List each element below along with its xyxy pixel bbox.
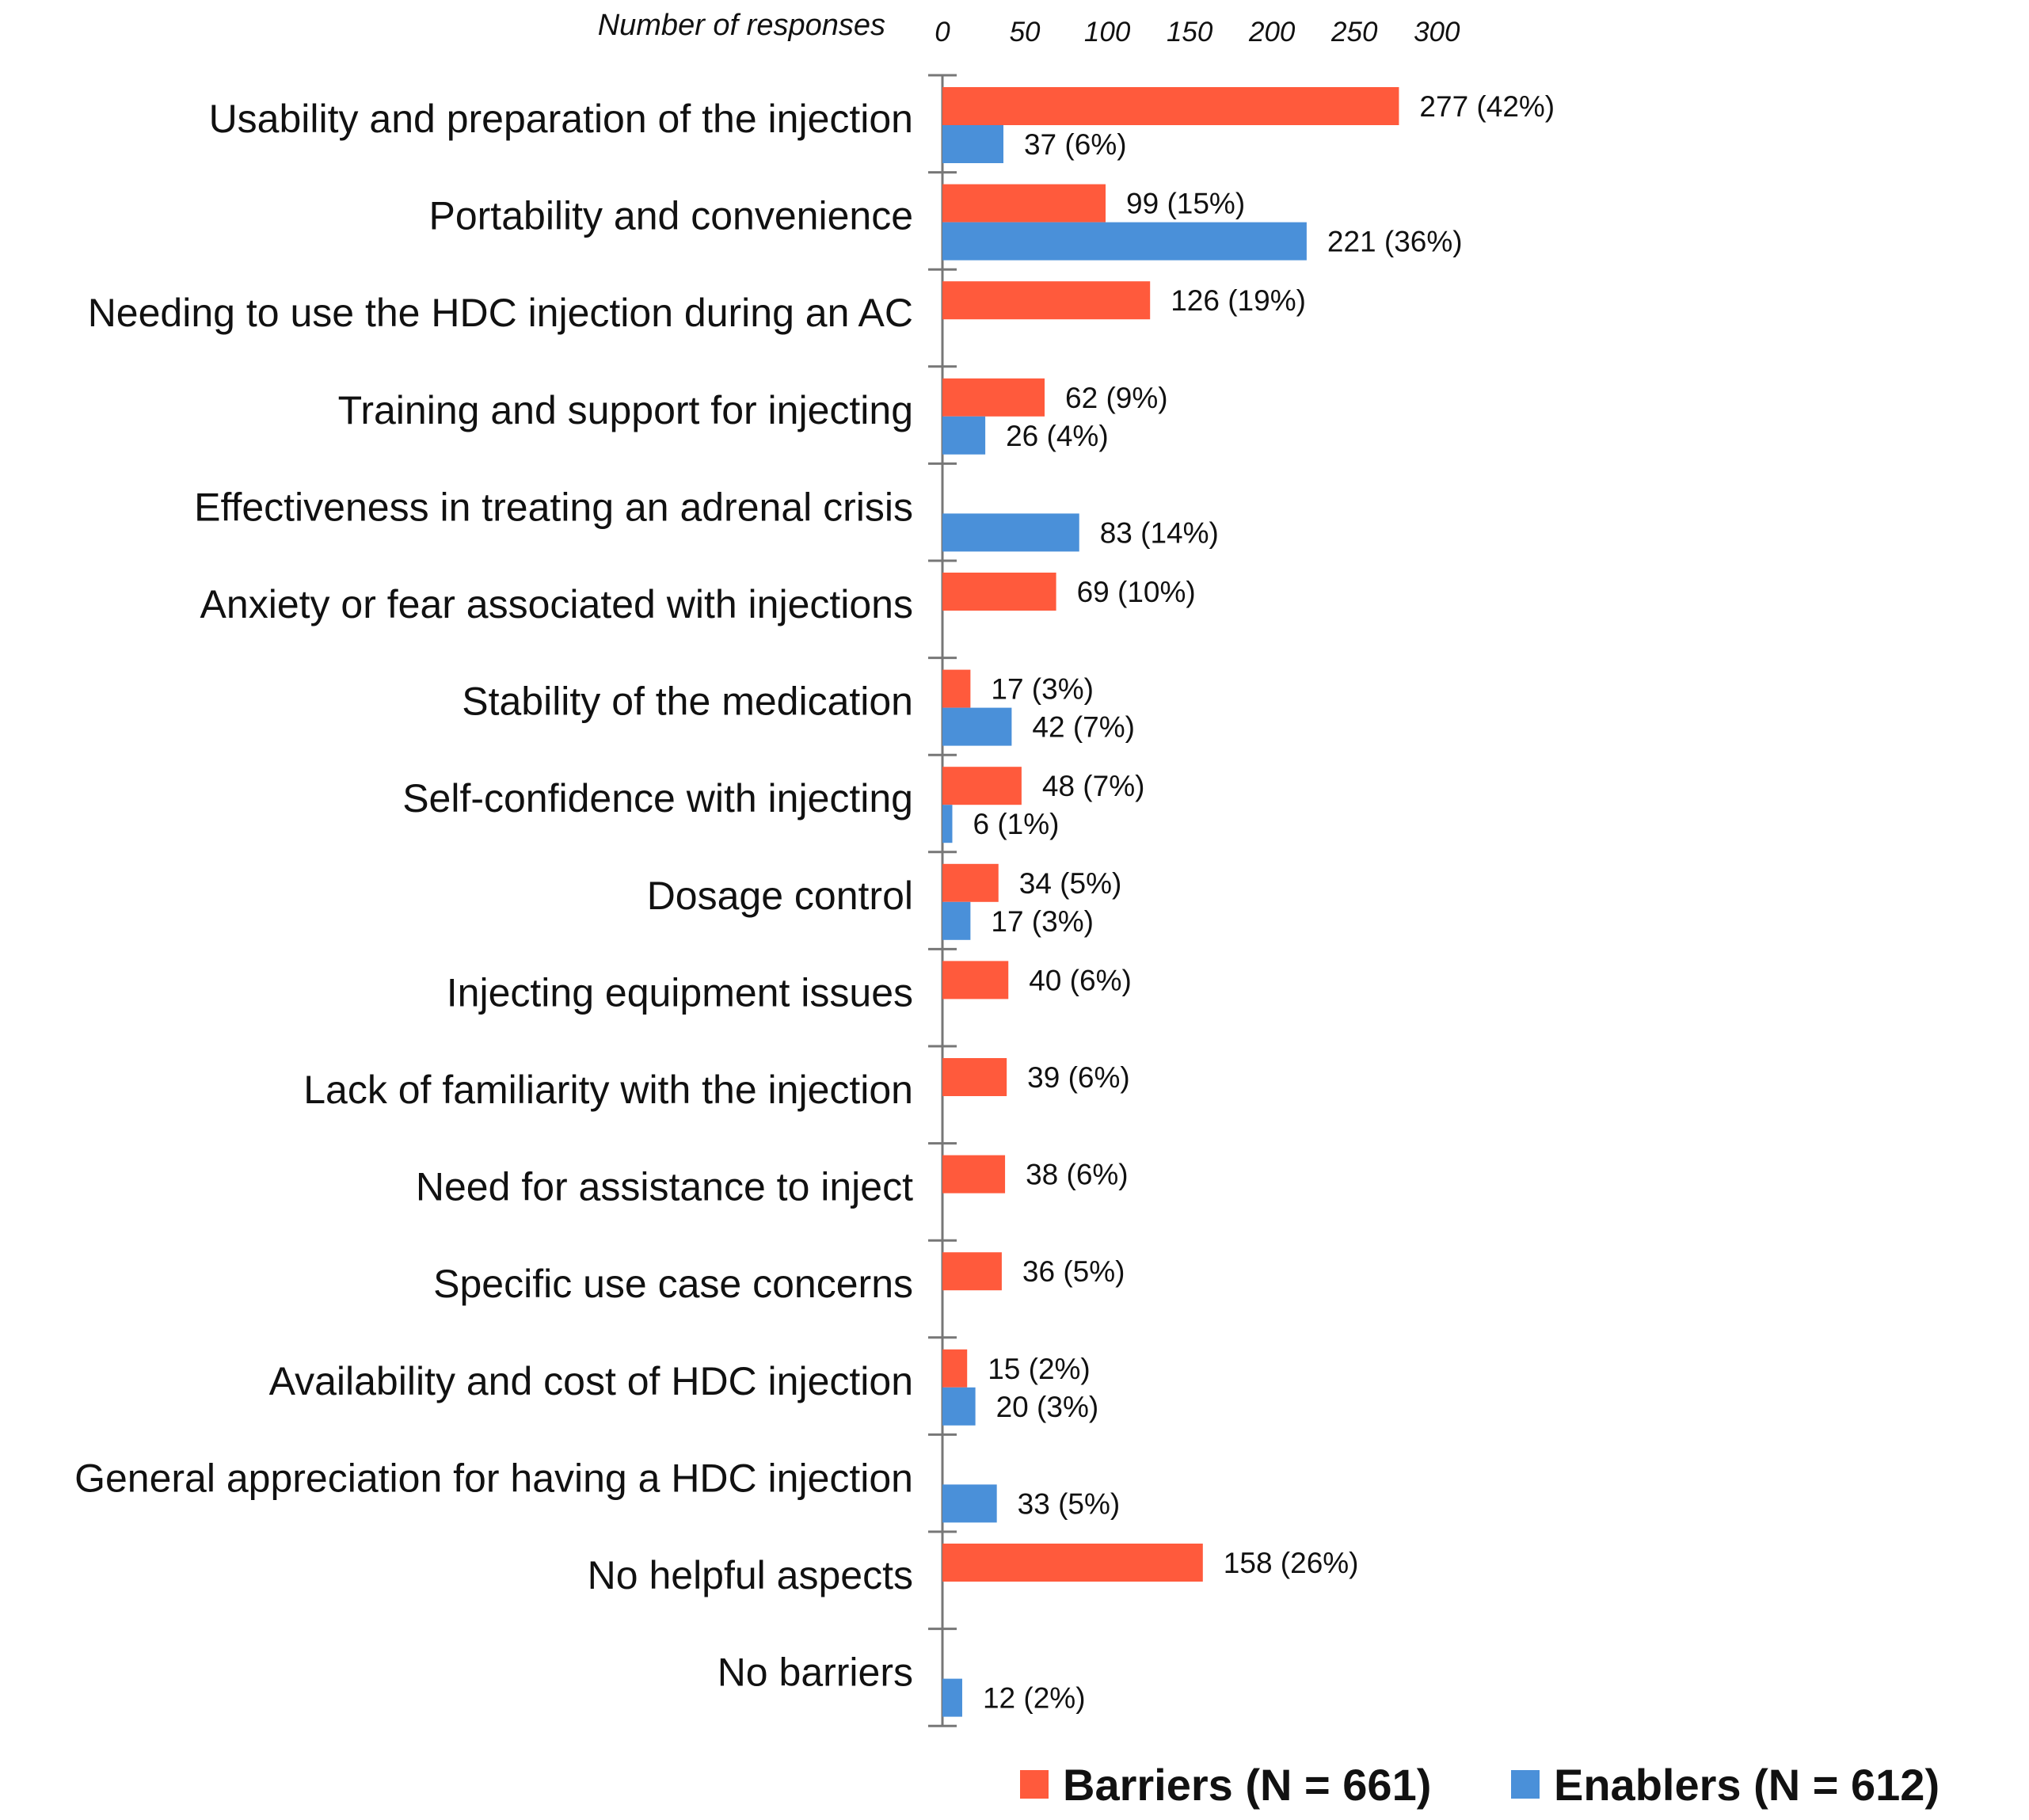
- category-label: Dosage control: [647, 874, 913, 918]
- data-label: 99 (15%): [1126, 188, 1245, 220]
- category-label: Specific use case concerns: [433, 1262, 913, 1306]
- x-tick-label: 150: [1167, 17, 1213, 48]
- category-label: No helpful aspects: [588, 1553, 913, 1597]
- barrier-bar: [942, 863, 999, 902]
- x-tick-label: 100: [1084, 17, 1131, 48]
- data-label: 20 (3%): [996, 1391, 1099, 1423]
- data-label: 126 (19%): [1171, 284, 1306, 317]
- x-tick-label: 250: [1330, 17, 1378, 48]
- data-label: 38 (6%): [1026, 1159, 1129, 1191]
- data-label: 158 (26%): [1224, 1547, 1359, 1579]
- x-axis-title: Number of responses: [598, 9, 885, 42]
- barrier-bar: [942, 1544, 1203, 1582]
- barrier-bar: [942, 1349, 968, 1388]
- barrier-bar: [942, 184, 1106, 223]
- data-label: 42 (7%): [1032, 711, 1135, 744]
- barrier-bar: [942, 669, 971, 708]
- data-label: 62 (9%): [1065, 382, 1168, 414]
- category-label: Self-confidence with injecting: [402, 776, 913, 821]
- data-label: 26 (4%): [1006, 420, 1109, 452]
- barrier-bar: [942, 573, 1056, 611]
- data-label: 34 (5%): [1019, 867, 1122, 900]
- barrier-bar: [942, 767, 1022, 805]
- x-tick-label: 200: [1248, 17, 1296, 48]
- enabler-bar: [942, 125, 1003, 163]
- data-label: 17 (3%): [991, 673, 1094, 706]
- category-label: Effectiveness in treating an adrenal cri…: [194, 485, 913, 529]
- enabler-bar: [942, 707, 1012, 746]
- data-label: 15 (2%): [988, 1353, 1091, 1385]
- x-axis-ticks: 0 50 100 150 200 250 300: [935, 17, 1460, 48]
- x-tick-label: 0: [935, 17, 950, 48]
- legend: Barriers (N = 661) Enablers (N = 612): [1020, 1760, 1940, 1810]
- data-label: 37 (6%): [1024, 128, 1127, 161]
- data-label: 39 (6%): [1027, 1061, 1130, 1094]
- legend-label-enablers: Enablers (N = 612): [1554, 1760, 1940, 1810]
- category-label: General appreciation for having a HDC in…: [74, 1456, 913, 1500]
- category-label: Need for assistance to inject: [416, 1165, 913, 1209]
- data-label: 221 (36%): [1327, 226, 1463, 258]
- enabler-bar: [942, 1678, 962, 1717]
- data-label: 83 (14%): [1100, 516, 1219, 549]
- category-label: Availability and cost of HDC injection: [269, 1359, 913, 1403]
- barrier-bar: [942, 87, 1399, 125]
- data-label: 277 (42%): [1419, 90, 1555, 123]
- category-label: Usability and preparation of the injecti…: [209, 97, 913, 141]
- data-label: 40 (6%): [1029, 964, 1132, 996]
- barrier-bar: [942, 378, 1045, 417]
- barrier-bar: [942, 961, 1009, 999]
- enabler-bar: [942, 416, 986, 455]
- barrier-bar: [942, 281, 1151, 320]
- enabler-bar: [942, 1387, 976, 1426]
- enabler-bar: [942, 513, 1079, 552]
- data-label: 12 (2%): [983, 1682, 1086, 1715]
- category-label: No barriers: [718, 1651, 913, 1695]
- barrier-bar: [942, 1252, 1002, 1291]
- category-label: Stability of the medication: [462, 680, 913, 724]
- category-label: Anxiety or fear associated with injectio…: [200, 582, 913, 626]
- category-label: Injecting equipment issues: [447, 970, 913, 1015]
- category-labels: Usability and preparation of the injecti…: [74, 97, 913, 1695]
- enabler-bar: [942, 901, 971, 940]
- category-label: Training and support for injecting: [338, 388, 913, 432]
- category-label: Lack of familiarity with the injection: [303, 1068, 913, 1112]
- data-label: 33 (5%): [1018, 1487, 1121, 1520]
- legend-label-barriers: Barriers (N = 661): [1063, 1760, 1431, 1810]
- legend-swatch-barriers: [1020, 1770, 1049, 1799]
- x-tick-label: 300: [1414, 17, 1460, 48]
- data-label: 17 (3%): [991, 905, 1094, 938]
- category-label: Portability and convenience: [429, 194, 914, 238]
- enabler-bar: [942, 805, 953, 843]
- legend-swatch-enablers: [1511, 1770, 1540, 1799]
- data-label: 6 (1%): [973, 808, 1059, 840]
- barrier-bar: [942, 1058, 1007, 1096]
- data-label: 69 (10%): [1077, 576, 1196, 608]
- x-tick-label: 50: [1010, 17, 1041, 48]
- data-label: 48 (7%): [1042, 770, 1145, 802]
- barrier-bar: [942, 1155, 1006, 1194]
- enabler-bar: [942, 222, 1307, 261]
- data-label: 36 (5%): [1022, 1255, 1125, 1288]
- enabler-bar: [942, 1484, 997, 1523]
- category-label: Needing to use the HDC injection during …: [88, 291, 913, 335]
- bars: 277 (42%) 99 (15%) 126 (19%) 62 (9%) 69 (10%…: [942, 87, 1555, 1717]
